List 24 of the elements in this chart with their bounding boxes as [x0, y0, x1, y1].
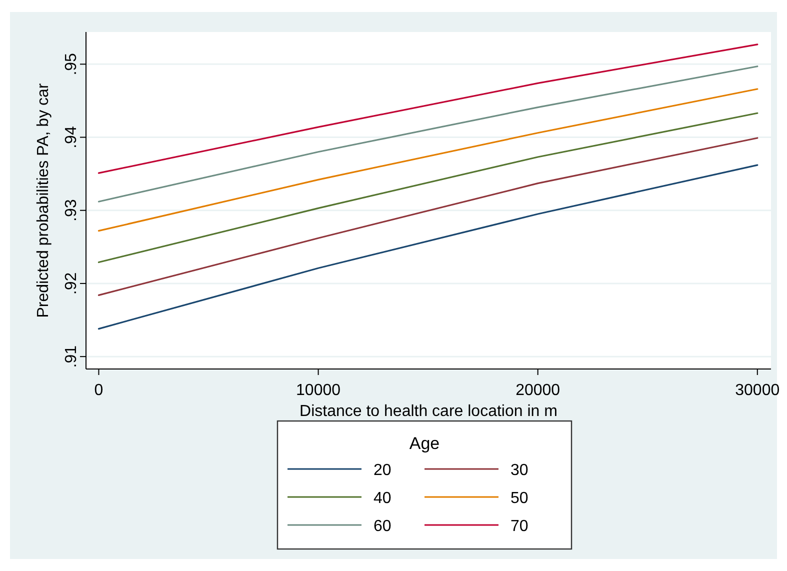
- legend-label: 30: [510, 462, 528, 479]
- x-tick-label: 30000: [735, 382, 780, 399]
- line-series: [98, 88, 758, 232]
- y-tick-label: .95: [63, 52, 80, 76]
- legend-label: 50: [510, 490, 528, 507]
- legend-title: Age: [409, 434, 440, 453]
- line-series: [98, 137, 758, 296]
- x-axis-title: Distance to health care location in m: [300, 403, 558, 420]
- legend-label: 20: [374, 462, 392, 479]
- line-series: [98, 164, 758, 330]
- y-axis-title: Predicted probabilities PA, by car: [35, 82, 52, 318]
- legend-label: 40: [374, 490, 392, 507]
- y-tick-label: .94: [63, 126, 80, 148]
- y-tick-label: .93: [63, 199, 80, 222]
- y-tick-label: .91: [63, 345, 80, 368]
- x-tick-label: 10000: [296, 382, 341, 399]
- legend-label: 70: [510, 518, 528, 535]
- line-series: [98, 44, 758, 174]
- line-series: [98, 66, 758, 202]
- x-tick-label: 20000: [516, 382, 560, 399]
- line-series: [98, 112, 758, 264]
- x-tick-label: 0: [94, 382, 104, 399]
- legend-label: 60: [374, 518, 392, 535]
- y-tick-label: .92: [63, 272, 80, 295]
